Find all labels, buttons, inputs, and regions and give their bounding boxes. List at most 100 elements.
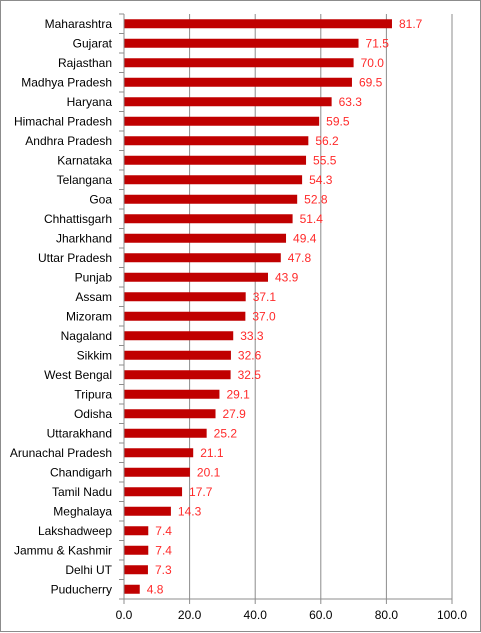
category-label: Arunachal Pradesh	[10, 446, 112, 460]
bar	[124, 214, 293, 224]
x-tick-label: 60.0	[309, 608, 333, 622]
category-label: Meghalaya	[53, 504, 112, 518]
category-label: Punjab	[75, 270, 113, 284]
category-label: Rajasthan	[58, 56, 112, 70]
bar	[124, 97, 332, 107]
value-label: 37.1	[253, 290, 277, 304]
bar	[124, 409, 216, 419]
category-label: Chandigarh	[50, 465, 112, 479]
value-label: 32.5	[238, 368, 262, 382]
bar	[124, 38, 359, 48]
value-label: 7.3	[155, 563, 172, 577]
bar	[124, 506, 171, 516]
axes	[119, 13, 453, 604]
x-tick-label: 0.0	[116, 608, 133, 622]
bar	[124, 350, 231, 360]
bar	[124, 389, 220, 399]
value-label: 56.2	[315, 134, 339, 148]
bar	[124, 272, 268, 282]
value-label: 49.4	[293, 231, 317, 245]
value-label: 4.8	[147, 582, 164, 596]
value-label: 52.8	[304, 192, 328, 206]
bar	[124, 77, 352, 87]
value-label: 71.5	[366, 36, 390, 50]
x-tick-label: 40.0	[244, 608, 268, 622]
value-label: 47.8	[288, 251, 312, 265]
category-label: Nagaland	[61, 329, 112, 343]
category-label: Uttar Pradesh	[38, 251, 112, 265]
bar	[124, 292, 246, 302]
value-label: 33.3	[240, 329, 264, 343]
value-label: 17.7	[189, 485, 213, 499]
value-label: 29.1	[226, 387, 250, 401]
category-label: Jammu & Kashmir	[14, 543, 112, 557]
value-label: 7.4	[155, 543, 172, 557]
value-label: 21.1	[200, 446, 224, 460]
bar	[124, 331, 234, 341]
value-label: 37.0	[252, 309, 276, 323]
value-label: 63.3	[339, 95, 363, 109]
bar	[124, 253, 281, 263]
value-label: 43.9	[275, 270, 299, 284]
category-label: Jharkhand	[56, 231, 112, 245]
gridlines	[189, 14, 453, 599]
value-label: 25.2	[214, 426, 238, 440]
labels: 0.0 20.0 40.0 60.0 80.0 100.0 Maharashtra 81.7 G…	[10, 17, 467, 622]
category-label: Mizoram	[66, 309, 112, 323]
category-label: Tamil Nadu	[52, 485, 112, 499]
category-label: Madhya Pradesh	[21, 75, 112, 89]
x-tick-label: 80.0	[375, 608, 399, 622]
bar	[124, 467, 190, 477]
bar	[124, 428, 207, 438]
bar	[124, 233, 287, 243]
bar	[124, 116, 320, 126]
x-tick-label: 20.0	[178, 608, 202, 622]
category-label: Odisha	[74, 407, 112, 421]
category-label: Goa	[89, 192, 112, 206]
value-label: 55.5	[313, 153, 337, 167]
value-label: 32.6	[238, 348, 262, 362]
category-label: Haryana	[67, 95, 113, 109]
category-label: Gujarat	[73, 36, 113, 50]
bar	[124, 565, 148, 575]
value-label: 59.5	[326, 114, 350, 128]
value-label: 20.1	[197, 465, 221, 479]
value-label: 51.4	[300, 212, 324, 226]
category-label: Assam	[75, 290, 112, 304]
bar	[124, 448, 194, 458]
category-label: Andhra Pradesh	[25, 134, 112, 148]
bar	[124, 370, 231, 380]
category-label: Karnataka	[57, 153, 112, 167]
bar	[124, 58, 354, 68]
category-label: Chhattisgarh	[44, 212, 112, 226]
category-label: Puducherry	[51, 582, 112, 596]
category-label: Telangana	[57, 173, 113, 187]
bar	[124, 155, 307, 165]
category-label: West Bengal	[44, 368, 112, 382]
value-label: 70.0	[361, 56, 385, 70]
category-label: Uttarakhand	[47, 426, 112, 440]
value-label: 81.7	[399, 17, 423, 31]
category-label: Delhi UT	[65, 563, 112, 577]
bar	[124, 19, 392, 29]
bar	[124, 526, 149, 536]
bar	[124, 194, 298, 204]
category-label: Himachal Pradesh	[14, 114, 112, 128]
category-label: Sikkim	[77, 348, 112, 362]
category-label: Tripura	[74, 387, 112, 401]
value-label: 14.3	[178, 504, 202, 518]
x-tick-label: 100.0	[437, 608, 467, 622]
category-label: Lakshadweep	[38, 524, 112, 538]
value-label: 27.9	[223, 407, 247, 421]
bar	[124, 311, 246, 321]
value-label: 7.4	[155, 524, 172, 538]
bar	[124, 545, 149, 555]
bar	[124, 487, 183, 497]
value-label: 54.3	[309, 173, 333, 187]
bar	[124, 136, 309, 146]
bars	[124, 19, 392, 594]
value-label: 69.5	[359, 75, 383, 89]
category-label: Maharashtra	[45, 17, 113, 31]
